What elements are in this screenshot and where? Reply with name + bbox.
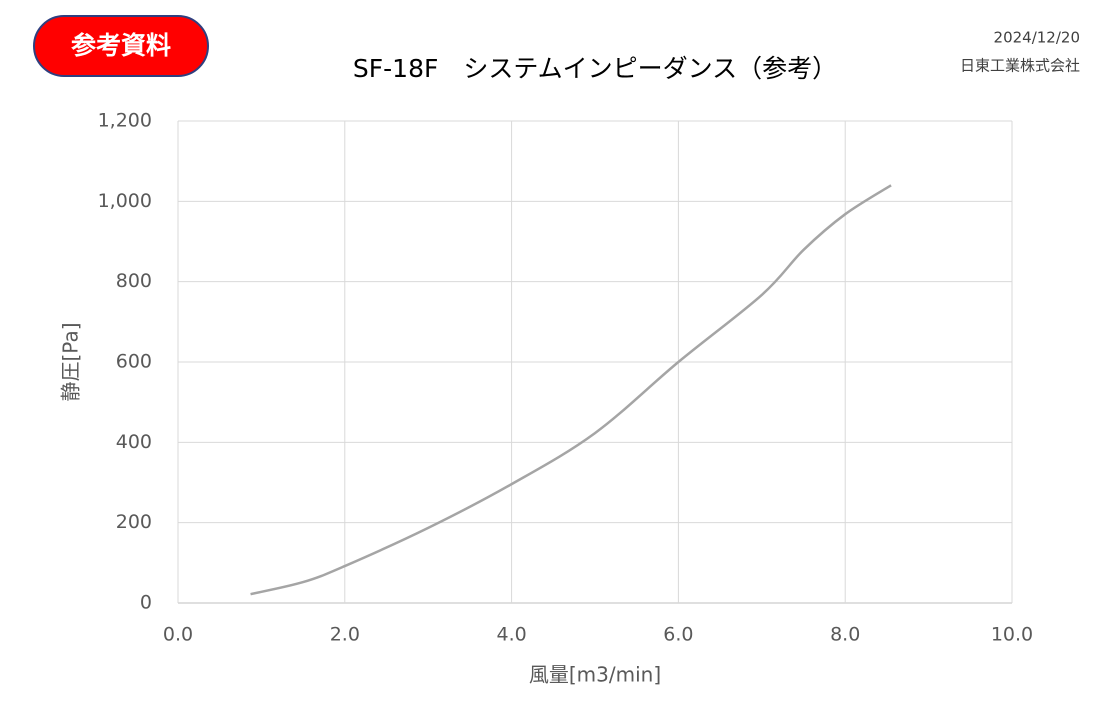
y-tick-label: 600 (116, 351, 152, 373)
x-tick-label: 2.0 (330, 624, 360, 646)
x-tick-label: 4.0 (496, 624, 526, 646)
x-tick-label: 8.0 (830, 624, 860, 646)
x-tick-label: 0.0 (163, 624, 193, 646)
date: 2024/12/20 (994, 29, 1080, 47)
badge-bg (33, 15, 209, 77)
y-tick-label: 400 (116, 431, 152, 453)
badge: 参考資料 (71, 31, 171, 60)
x-axis-label: 風量[m3/min] (529, 663, 661, 687)
company: 日東工業株式会社 (960, 57, 1080, 75)
x-tick-label: 10.0 (991, 624, 1033, 646)
x-tick-label: 6.0 (663, 624, 693, 646)
y-tick-label: 800 (116, 270, 152, 292)
chart-title: SF-18F システムインピーダンス（参考） (353, 54, 837, 83)
data-line (250, 184, 892, 596)
y-tick-label: 200 (116, 511, 152, 533)
y-tick-label: 1,000 (98, 190, 152, 212)
y-axis-label: 静圧[Pa] (59, 322, 83, 401)
y-tick-label: 0 (140, 592, 152, 614)
y-tick-label: 1,200 (98, 110, 152, 132)
